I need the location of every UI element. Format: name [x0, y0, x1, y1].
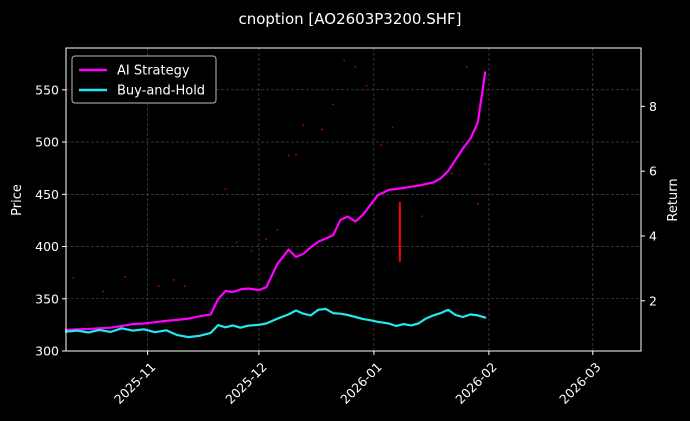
price-point: [354, 65, 357, 68]
price-point: [476, 202, 479, 205]
price-point: [343, 59, 346, 62]
y-tick-label-right: 8: [649, 99, 657, 114]
y-axis-left-title: Price: [10, 184, 25, 216]
price-point: [321, 128, 323, 131]
y-tick-label-left: 500: [35, 135, 59, 150]
y-tick-label-right: 6: [649, 164, 657, 179]
price-point: [235, 241, 238, 244]
price-point: [391, 126, 394, 129]
price-point: [450, 172, 453, 175]
price-point: [276, 228, 279, 231]
price-point: [421, 215, 424, 218]
chart-title: cnoption [AO2603P3200.SHF]: [238, 10, 461, 28]
series-line-buy-and-hold: [64, 307, 487, 339]
price-point: [265, 238, 268, 241]
y-tick-label-right: 2: [649, 293, 657, 308]
y-tick-label-left: 400: [35, 239, 59, 254]
price-point: [183, 285, 186, 288]
legend-label-buy-and-hold: Buy-and-Hold: [117, 84, 205, 99]
price-point: [380, 144, 383, 147]
scatter-layer: [72, 59, 487, 293]
price-point: [157, 285, 160, 288]
price-point: [465, 65, 468, 68]
y-tick-label-right: 4: [649, 228, 657, 243]
price-point: [332, 103, 334, 106]
legend-label-ai-strategy: AI Strategy: [117, 64, 190, 79]
series-line-ai-strategy: [64, 71, 487, 331]
price-point: [172, 279, 175, 281]
series-layer: [64, 71, 487, 339]
price-point: [224, 188, 227, 190]
y-tick-label-left: 450: [35, 187, 59, 202]
plot-frame: [65, 47, 642, 352]
price-point: [295, 153, 297, 156]
price-point: [124, 275, 127, 278]
y-tick-label-left: 550: [35, 82, 59, 97]
price-point: [484, 163, 487, 165]
price-point: [302, 124, 305, 127]
legend: AI Strategy Buy-and-Hold: [71, 55, 217, 104]
y-tick-label-left: 350: [35, 291, 59, 306]
y-axis-right-title: Return: [666, 178, 681, 221]
price-point: [102, 290, 104, 293]
y-tick-label-left: 300: [35, 344, 59, 359]
price-point: [250, 249, 253, 252]
price-point: [72, 276, 75, 279]
price-point: [365, 84, 368, 87]
price-point: [287, 154, 290, 157]
legend-box: [71, 55, 217, 104]
